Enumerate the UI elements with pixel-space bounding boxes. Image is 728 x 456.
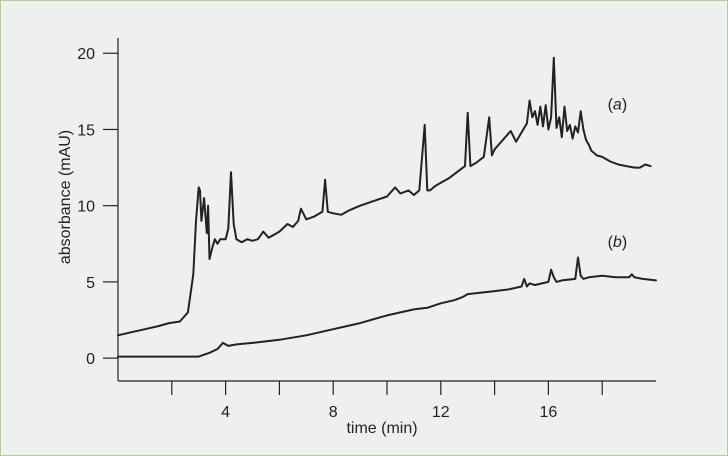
y-tick-label: 0 bbox=[86, 351, 95, 368]
x-axis-title: time (min) bbox=[346, 420, 417, 437]
axes bbox=[117, 38, 656, 382]
x-tick-label: 12 bbox=[432, 404, 450, 421]
y-tick-label: 10 bbox=[77, 199, 95, 216]
series-label-b: (b) bbox=[608, 234, 628, 251]
traces bbox=[117, 56, 657, 358]
y-ticks bbox=[103, 52, 118, 359]
x-tick-labels: 4 8 12 16 bbox=[221, 404, 557, 421]
y-axis-title: absorbance (mAU) bbox=[57, 130, 74, 264]
x-tick-label: 16 bbox=[540, 404, 558, 421]
y-tick-label: 15 bbox=[77, 122, 95, 139]
y-tick-label: 20 bbox=[77, 46, 95, 63]
series-label-a: (a) bbox=[608, 97, 628, 114]
series-line-a bbox=[117, 56, 652, 337]
y-tick-labels: 0 5 10 15 20 bbox=[77, 46, 95, 368]
x-tick-label: 8 bbox=[329, 404, 338, 421]
x-ticks bbox=[171, 381, 603, 395]
series-labels: (a) (b) bbox=[608, 97, 628, 251]
x-tick-label: 4 bbox=[221, 404, 230, 421]
y-tick-label: 5 bbox=[86, 275, 95, 292]
series-line-b bbox=[117, 256, 657, 358]
